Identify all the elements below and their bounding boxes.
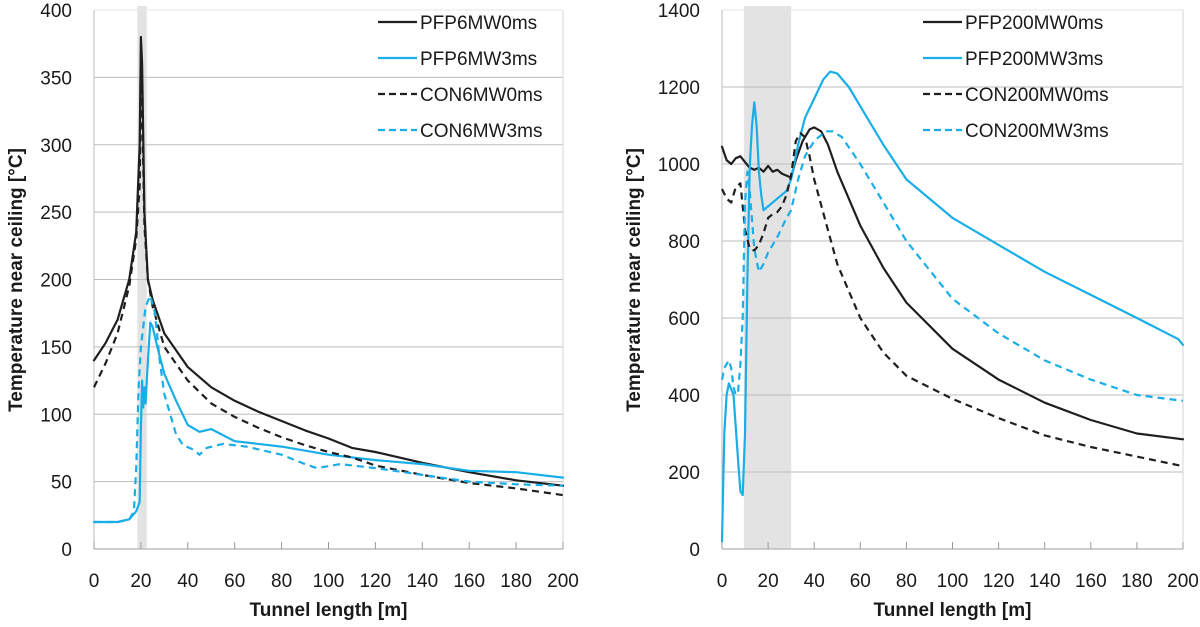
x-tick-label: 20 [130, 571, 151, 592]
x-tick-label: 100 [937, 571, 969, 592]
y-tick-label: 200 [40, 271, 72, 292]
legend-label: CON200MW0ms [965, 85, 1109, 106]
x-axis-title: Tunnel length [m] [250, 600, 408, 621]
x-tick-label: 60 [850, 571, 871, 592]
series-line-PFP6MW3ms [92, 321, 565, 524]
y-tick-label: 350 [40, 68, 72, 89]
x-tick-label: 140 [1029, 571, 1061, 592]
x-tick-label: 140 [406, 571, 438, 592]
y-tick-label: 50 [51, 473, 72, 494]
x-axis-title: Tunnel length [m] [874, 600, 1032, 621]
series-line-CON200MW3ms [720, 130, 1184, 402]
x-tick-label: 0 [89, 571, 100, 592]
x-tick-label: 160 [453, 571, 485, 592]
y-tick-label: 400 [668, 386, 700, 407]
series-line-PFP200MW3ms [720, 70, 1185, 543]
x-tick-label: 80 [896, 571, 917, 592]
legend-label: PFP200MW3ms [965, 49, 1103, 70]
x-tick-label: 120 [360, 571, 392, 592]
x-tick-label: 40 [804, 571, 825, 592]
x-tick-label: 100 [313, 571, 345, 592]
fire-zone-shaded-band [743, 6, 792, 549]
y-tick-label: 150 [40, 338, 72, 359]
y-tick-label: 1000 [658, 155, 700, 176]
x-tick-label: 120 [983, 571, 1015, 592]
legend-label: PFP6MW0ms [420, 13, 537, 34]
x-tick-label: 160 [1075, 571, 1107, 592]
y-tick-label: 100 [40, 405, 72, 426]
series-line-CON6MW3ms [94, 294, 564, 524]
y-tick-label: 200 [668, 463, 700, 484]
x-tick-label: 60 [224, 571, 245, 592]
legend-label: CON200MW3ms [965, 121, 1109, 142]
legend: PFP6MW0ms PFP6MW3ms CON6MW0ms CON6MW3ms [378, 13, 542, 142]
y-tick-label: 0 [689, 540, 700, 561]
legend-label: PFP6MW3ms [420, 49, 537, 70]
legend-label: PFP200MW0ms [965, 13, 1103, 34]
chart-panel-2: 0 20 40 60 80 100 120 140 160 180 200 0 200 400 600 800… [624, 1, 1199, 621]
series-line-CON200MW0ms [721, 132, 1184, 468]
x-tick-label: 180 [1121, 571, 1153, 592]
series-line-CON6MW0ms [93, 82, 564, 497]
y-tick-label: 1200 [658, 78, 700, 99]
y-axis-title: Temperature near ceiling [°C] [624, 148, 645, 412]
y-tick-label: 600 [668, 309, 700, 330]
legend-label: CON6MW0ms [420, 85, 542, 106]
y-tick-label: 250 [40, 203, 72, 224]
x-tick-label: 20 [758, 571, 779, 592]
legend-label: CON6MW3ms [420, 121, 542, 142]
x-tick-label: 0 [717, 571, 728, 592]
y-tick-label: 400 [40, 1, 72, 22]
x-tick-label: 180 [500, 571, 532, 592]
chart-panel-1: 0 20 40 60 80 100 120 140 160 180 200 0 50 100 150 200 2… [6, 1, 579, 621]
y-tick-label: 1400 [658, 1, 700, 22]
fire-zone-shaded-band [137, 6, 147, 549]
x-tick-label: 200 [1167, 571, 1199, 592]
x-tick-label: 200 [547, 571, 579, 592]
x-tick-label: 40 [177, 571, 198, 592]
y-tick-label: 800 [668, 232, 700, 253]
legend: PFP200MW0ms PFP200MW3ms CON200MW0ms CON200M… [923, 13, 1109, 142]
y-axis-title: Temperature near ceiling [°C] [6, 148, 27, 412]
x-tick-label: 80 [271, 571, 292, 592]
y-tick-label: 300 [40, 136, 72, 157]
y-tick-label: 0 [61, 540, 72, 561]
